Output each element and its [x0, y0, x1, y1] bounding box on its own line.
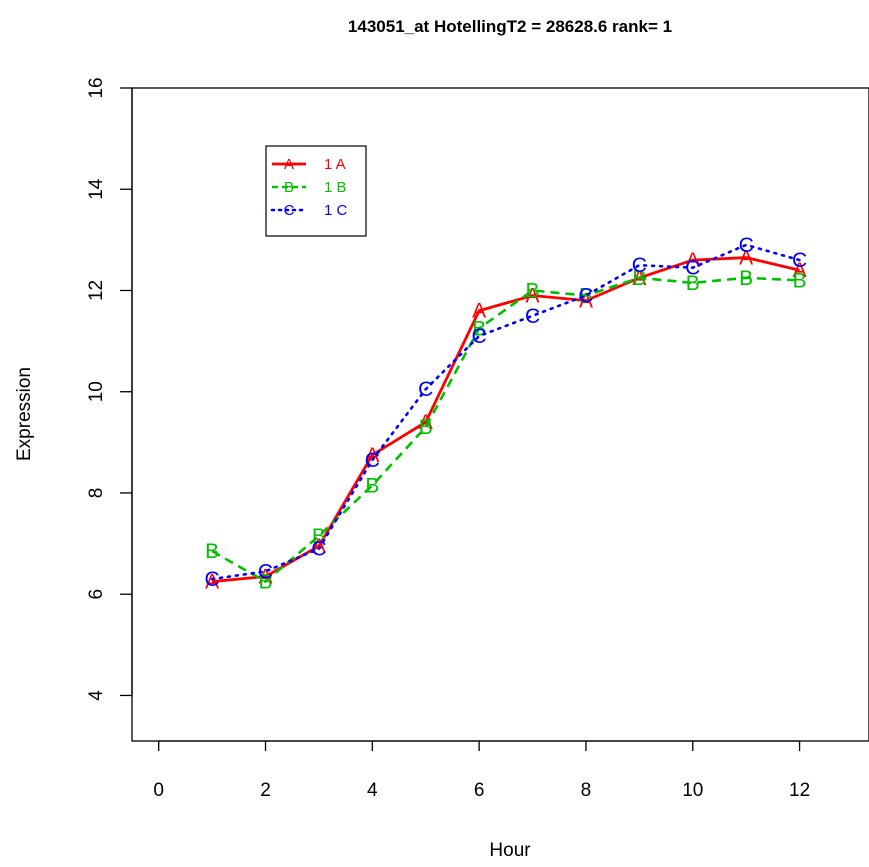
- data-point: B: [579, 285, 593, 308]
- y-tick-label: 14: [86, 178, 107, 200]
- series-line: [211, 276, 800, 584]
- data-point: C: [525, 305, 540, 328]
- chart-title: 143051_at HotellingT2 = 28628.6 rank= 1: [348, 17, 672, 36]
- data-point: C: [365, 449, 380, 472]
- x-tick-label: 0: [153, 780, 164, 801]
- y-tick-label: 12: [86, 280, 107, 301]
- x-tick-label: 2: [260, 780, 271, 801]
- data-point: C: [418, 378, 433, 401]
- data-point: C: [792, 249, 807, 272]
- data-point: C: [472, 325, 487, 348]
- x-axis: 0 2 4 6 8 10 12: [153, 740, 810, 801]
- x-tick-label: 10: [682, 780, 703, 801]
- data-point: B: [526, 279, 540, 302]
- legend-marker: B: [284, 179, 294, 196]
- legend-marker: A: [284, 156, 294, 173]
- series-line: [210, 243, 801, 581]
- data-point: C: [258, 560, 273, 583]
- y-axis: 4 6 8 10 12 14 16: [86, 77, 133, 701]
- y-tick-label: 6: [86, 589, 107, 600]
- x-tick-label: 12: [789, 780, 810, 801]
- legend-box: [265, 145, 367, 237]
- data-point: A: [205, 571, 219, 594]
- data-point: B: [793, 269, 807, 292]
- y-tick-label: 4: [86, 690, 107, 701]
- data-point: B: [686, 272, 700, 295]
- plot-frame: [131, 87, 869, 742]
- data-point: A: [739, 247, 753, 270]
- data-point: C: [205, 568, 220, 591]
- data-point: C: [311, 538, 326, 561]
- legend-marker: C: [284, 202, 295, 219]
- legend-item: B 1 B: [272, 179, 347, 196]
- y-axis-label: Expression: [14, 367, 35, 461]
- x-axis-label: Hour: [489, 840, 531, 861]
- legend-label: 1 C: [324, 202, 348, 219]
- data-point: A: [419, 411, 433, 434]
- data-point: B: [632, 267, 646, 290]
- x-tick-label: 6: [474, 780, 485, 801]
- data-point: B: [365, 474, 379, 497]
- legend-label: 1 B: [324, 179, 347, 196]
- x-tick-label: 4: [367, 780, 378, 801]
- legend: A 1 A B 1 B C 1 C: [265, 145, 367, 237]
- y-tick-label: 8: [86, 488, 107, 499]
- data-point: A: [686, 249, 700, 272]
- legend-item: C 1 C: [270, 202, 348, 219]
- data-point: B: [419, 416, 433, 439]
- series-line: [211, 256, 800, 583]
- data-point: A: [472, 300, 486, 323]
- y-tick-label: 10: [86, 381, 107, 402]
- data-point: C: [685, 257, 700, 280]
- data-point: C: [578, 285, 593, 308]
- data-point: B: [259, 571, 273, 594]
- data-point: B: [739, 267, 753, 290]
- x-tick-label: 8: [581, 780, 592, 801]
- legend-item: A 1 A: [272, 156, 346, 173]
- legend-label: 1 A: [324, 156, 346, 173]
- data-point: B: [205, 540, 219, 563]
- data-point: A: [793, 259, 807, 282]
- data-point: A: [365, 444, 379, 467]
- data-point: C: [739, 234, 754, 257]
- y-tick-label: 16: [86, 77, 107, 98]
- data-point: C: [632, 254, 647, 277]
- series-c: C C C C C C C C C C C C: [205, 234, 808, 591]
